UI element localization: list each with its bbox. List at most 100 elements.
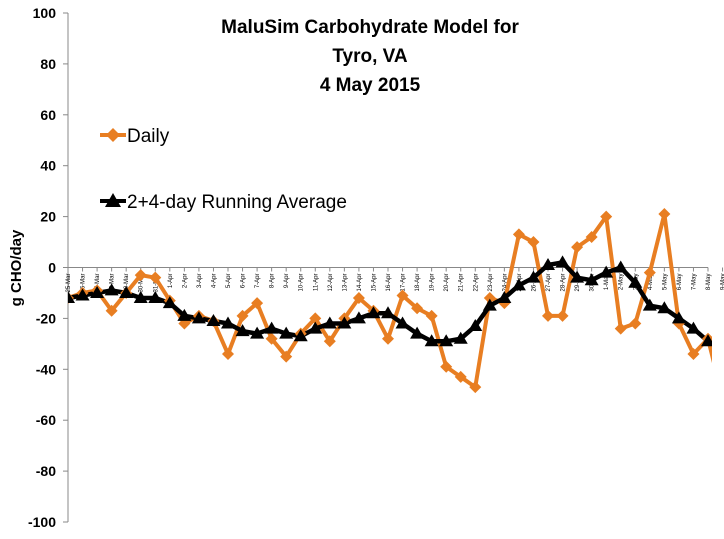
daily-point (309, 312, 322, 325)
daily-point (658, 208, 671, 221)
x-tick-label: 12-Apr (328, 274, 334, 292)
running-average-point (293, 329, 308, 342)
series-area (68, 208, 724, 403)
chart-title: MaluSim Carbohydrate Model for Tyro, VA 4 … (221, 17, 519, 96)
x-tick-label: 5-Apr (226, 273, 232, 288)
y-tick-label: 40 (40, 158, 56, 174)
y-tick-label: 80 (40, 56, 56, 72)
daily-point (600, 210, 613, 223)
running-average-point (366, 306, 381, 319)
x-tick-label: 13-Apr (342, 274, 348, 292)
running-average-point (162, 296, 177, 309)
daily-point (512, 228, 525, 241)
running-average-point (191, 311, 206, 324)
running-average-point (686, 321, 701, 334)
running-average-point (716, 327, 724, 339)
y-tick-label: 60 (40, 107, 56, 123)
daily-point (411, 302, 424, 315)
x-tick-label: 1-Apr (168, 273, 174, 288)
x-tick-label: 4-May (648, 274, 654, 291)
x-tick-label: 2-Apr (182, 273, 188, 288)
running-average-point (351, 311, 366, 324)
y-tick-label: -60 (36, 412, 56, 428)
running-average-point (657, 301, 672, 314)
running-average-point (671, 311, 686, 324)
x-tick-label: 11-Apr (313, 274, 319, 292)
running-average-point (642, 298, 657, 311)
x-tick-label: 23-Apr (488, 274, 494, 292)
running-average-point (628, 275, 643, 288)
daily-point (134, 269, 147, 282)
chart-title-line: 4 May 2015 (320, 75, 421, 96)
daily-point (425, 309, 438, 322)
daily-point (105, 304, 118, 317)
x-tick-label: 5-May (662, 274, 668, 291)
y-axis: 100 80 60 40 20 0 -20 -40 -60 -80 -100 (28, 5, 69, 530)
daily-point (585, 230, 598, 243)
chart-title-line: Tyro, VA (332, 46, 408, 67)
x-tick-label: 9-Apr (284, 273, 290, 288)
x-tick-label: 17-Apr (401, 274, 407, 292)
running-average-point (613, 260, 628, 273)
x-tick-label: 4-Apr (211, 273, 217, 288)
running-average-point (133, 291, 148, 304)
running-average-point (511, 278, 526, 291)
x-tick-label: 22-Apr (473, 274, 479, 292)
daily-point (222, 348, 234, 361)
x-tick-label: 6-Apr (241, 273, 247, 288)
y-tick-label: -100 (28, 514, 56, 530)
daily-point (469, 381, 482, 394)
x-tick-label: 3-Apr (197, 273, 203, 288)
y-tick-label: -20 (36, 310, 56, 326)
daily-point (542, 309, 554, 322)
y-tick-label: -40 (36, 361, 56, 377)
daily-point (571, 241, 584, 254)
y-tick-label: 100 (33, 5, 57, 21)
running-average-point (584, 273, 599, 286)
x-tick-label: 14-Apr (357, 274, 363, 292)
running-average-point (119, 285, 134, 298)
x-tick-label: 28-Mar (110, 274, 116, 293)
daily-point (629, 317, 642, 330)
x-tick-label: 7-May (691, 274, 697, 291)
x-tick-label: 10-Apr (299, 274, 305, 292)
daily-point (352, 292, 365, 305)
daily-point (251, 297, 264, 310)
x-tick-label: 24-Apr (502, 274, 508, 292)
daily-point (643, 266, 656, 279)
daily-point (717, 391, 724, 403)
x-tick-label: 27-Apr (546, 274, 552, 292)
y-tick-label: 20 (40, 209, 56, 225)
running-average-point (322, 316, 337, 329)
daily-point (440, 360, 453, 373)
daily-point (454, 370, 467, 383)
running-average-point (90, 285, 105, 298)
running-average-point (308, 321, 323, 334)
daily-point (265, 332, 278, 345)
x-tick-label: 16-Apr (386, 274, 392, 292)
daily-point (149, 271, 162, 284)
running-average-point (526, 270, 541, 283)
daily-point (483, 292, 496, 305)
daily-point (382, 332, 394, 345)
running-average-point (410, 326, 425, 339)
legend-marker (106, 128, 120, 142)
legend-label: Daily (127, 126, 170, 147)
x-tick-label: 1-May (604, 274, 610, 291)
running-average-point (148, 291, 163, 304)
running-average-point (250, 326, 265, 339)
x-tick-label: 31-Mar (153, 274, 159, 293)
chart-title-line: MaluSim Carbohydrate Model for (221, 17, 519, 38)
running-average-point (235, 324, 250, 337)
x-tick-label: 28-Apr (561, 274, 567, 292)
x-tick-label: 26-Mar (81, 274, 87, 293)
legend: Daily 2+4-day Running Average (100, 126, 347, 213)
running-average-point (75, 288, 90, 301)
running-average-point (279, 326, 294, 339)
running-average-point (468, 319, 483, 332)
x-tick-label: 7-Apr (255, 273, 261, 288)
x-axis: 25-Mar 26-Mar 27-Mar 28-Mar 29-Mar 30-Mar 31-M… (66, 267, 724, 293)
x-tick-label: 25-Mar (66, 274, 72, 293)
daily-point (323, 335, 336, 348)
